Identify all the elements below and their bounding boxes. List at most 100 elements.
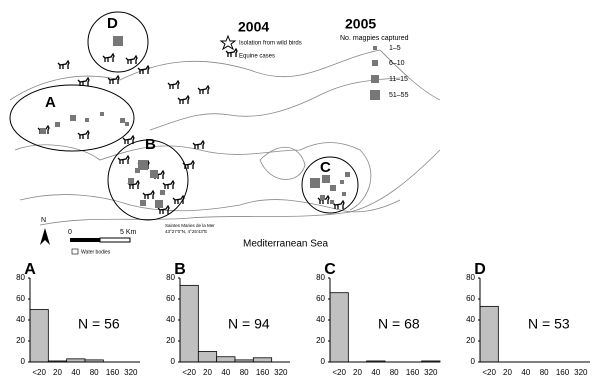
bar bbox=[479, 305, 499, 363]
legend-title: 2004 bbox=[238, 19, 269, 35]
equine-symbol bbox=[192, 139, 205, 149]
bar bbox=[252, 357, 273, 363]
x-tick-label: 20 bbox=[503, 368, 512, 377]
x-tick-label: 40 bbox=[521, 368, 530, 377]
magpie-symbol bbox=[370, 90, 380, 100]
y-tick-label: 20 bbox=[166, 336, 175, 345]
sea-label: Mediterranean Sea bbox=[243, 239, 328, 250]
x-tick-label: 80 bbox=[540, 368, 549, 377]
x-tick-label: 320 bbox=[124, 368, 138, 377]
magpie-symbol bbox=[125, 122, 129, 126]
x-tick-label: 80 bbox=[390, 368, 399, 377]
magpie-symbol bbox=[330, 200, 334, 204]
magpie-symbol bbox=[135, 168, 140, 173]
legend-label: Water bodies bbox=[81, 249, 111, 255]
equine-symbol bbox=[177, 94, 190, 104]
legend-label: 6–10 bbox=[389, 60, 405, 67]
magpie-symbol bbox=[342, 192, 346, 196]
magpie-symbol bbox=[128, 178, 134, 184]
y-tick-label: 80 bbox=[466, 273, 475, 282]
north-arrow bbox=[40, 228, 50, 245]
magpie-symbol bbox=[371, 75, 379, 83]
y-tick-label: 40 bbox=[16, 315, 25, 324]
region-label: C bbox=[320, 159, 331, 176]
x-tick-label: 320 bbox=[424, 368, 438, 377]
x-tick-label: 20 bbox=[53, 368, 62, 377]
equine-symbol bbox=[107, 74, 120, 84]
equine-symbol bbox=[162, 179, 175, 189]
y-tick-label: 20 bbox=[316, 336, 325, 345]
x-tick-label: 20 bbox=[203, 368, 212, 377]
shoreline bbox=[39, 149, 441, 226]
bar bbox=[29, 309, 49, 363]
legend-label: 11–15 bbox=[389, 76, 408, 83]
magpie-symbol bbox=[150, 170, 158, 178]
equine-symbol bbox=[125, 54, 138, 64]
equine-symbol bbox=[77, 76, 90, 86]
region-circle bbox=[107, 139, 189, 221]
equine-symbol bbox=[102, 52, 115, 62]
x-tick-label: 320 bbox=[574, 368, 588, 377]
equine-symbol bbox=[182, 159, 195, 169]
region-label: D bbox=[107, 15, 118, 32]
scale-label: 5 Km bbox=[120, 229, 137, 236]
map: A B C D 2004 Isolation from wild birds E… bbox=[9, 11, 441, 255]
bar bbox=[179, 284, 199, 363]
map-symbols bbox=[37, 36, 350, 214]
chart-title: B bbox=[174, 261, 186, 278]
annotation: N = 56 bbox=[78, 316, 120, 332]
y-tick-label: 80 bbox=[16, 273, 25, 282]
x-tick-label: 20 bbox=[353, 368, 362, 377]
magpie-symbol bbox=[310, 178, 320, 188]
lagoon bbox=[14, 142, 372, 211]
chart-title: A bbox=[24, 261, 36, 278]
y-tick-label: 60 bbox=[16, 294, 25, 303]
magpie-symbol bbox=[372, 60, 378, 66]
y-tick-label: 40 bbox=[166, 315, 175, 324]
equine-symbol bbox=[57, 59, 70, 69]
north-label: N bbox=[41, 217, 46, 224]
y-tick-label: 60 bbox=[316, 294, 325, 303]
scale-label: 0 bbox=[68, 229, 72, 236]
magpie-symbol bbox=[55, 122, 60, 127]
legend-label: 51–55 bbox=[389, 92, 409, 99]
bar bbox=[197, 351, 218, 363]
magpie-symbol bbox=[160, 190, 165, 195]
region-label: A bbox=[45, 94, 56, 111]
bar bbox=[216, 356, 236, 363]
magpie-symbol bbox=[113, 36, 123, 46]
equine-symbol bbox=[122, 134, 135, 144]
scale-bar bbox=[99, 237, 131, 243]
equine-symbol bbox=[317, 194, 330, 204]
x-tick-label: 40 bbox=[71, 368, 80, 377]
x-tick-label: <20 bbox=[32, 368, 46, 377]
scale-bar bbox=[70, 238, 100, 242]
equine-symbol bbox=[332, 199, 345, 209]
region-circle bbox=[301, 156, 359, 214]
x-tick-label: <20 bbox=[332, 368, 346, 377]
region-circle bbox=[87, 11, 149, 73]
x-tick-label: 80 bbox=[90, 368, 99, 377]
y-tick-label: 60 bbox=[166, 294, 175, 303]
bar bbox=[329, 292, 349, 363]
magpie-symbol bbox=[330, 185, 336, 191]
y-tick-label: 0 bbox=[471, 357, 476, 366]
y-tick-label: 40 bbox=[466, 315, 475, 324]
y-tick-label: 60 bbox=[466, 294, 475, 303]
x-tick-label: 160 bbox=[556, 368, 570, 377]
x-tick-label: <20 bbox=[482, 368, 496, 377]
legend-label: 1–5 bbox=[389, 45, 401, 52]
y-tick-label: 20 bbox=[16, 336, 25, 345]
magpie-symbol bbox=[320, 195, 325, 200]
magpie-symbol bbox=[85, 118, 89, 122]
equine-symbol bbox=[197, 84, 210, 94]
coords-label: 43°27'0"N, 4°25'43"E bbox=[165, 229, 207, 234]
equine-symbol bbox=[167, 79, 180, 89]
x-tick-label: 40 bbox=[371, 368, 380, 377]
annotation: N = 68 bbox=[378, 316, 420, 332]
coastline bbox=[9, 49, 441, 101]
equine-symbol bbox=[77, 129, 90, 139]
legend-label: No. magpies captured bbox=[340, 35, 409, 42]
water-symbol bbox=[71, 248, 79, 255]
